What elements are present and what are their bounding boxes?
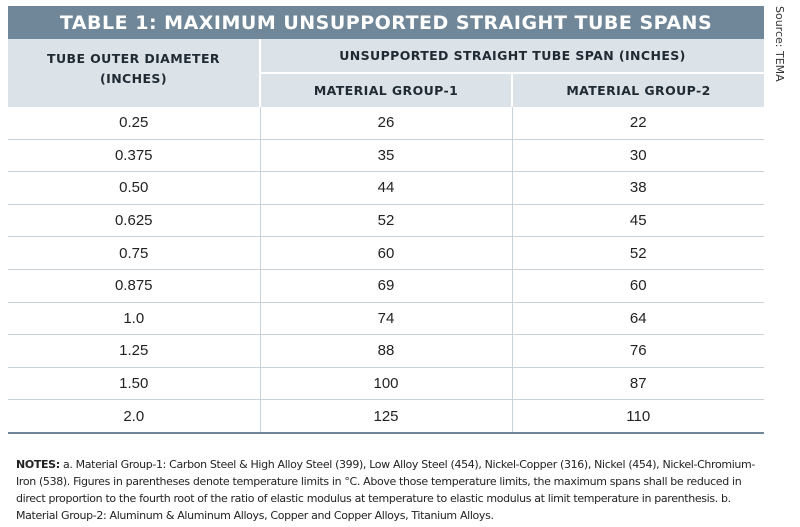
- table-row: 0.25 26 22: [8, 107, 765, 140]
- table-row: 0.875 69 60: [8, 269, 765, 303]
- cell-tube-diameter: 0.875: [8, 269, 261, 303]
- header-material-group-1: MATERIAL GROUP-1: [260, 73, 513, 107]
- cell-group-1-span: 52: [260, 204, 513, 238]
- cell-tube-diameter: 0.375: [8, 139, 261, 173]
- cell-group-1-span: 69: [260, 269, 513, 303]
- header-material-group-2: MATERIAL GROUP-2: [512, 73, 765, 107]
- table-row: 0.625 52 45: [8, 204, 765, 238]
- notes-lead: NOTES:: [16, 458, 60, 471]
- table-row: 1.0 74 64: [8, 302, 765, 336]
- source-credit: Source: TEMA: [770, 6, 786, 106]
- cell-group-2-span: 60: [512, 269, 765, 303]
- cell-group-1-span: 88: [260, 334, 513, 368]
- cell-tube-diameter: 0.50: [8, 171, 261, 205]
- cell-group-1-span: 35: [260, 139, 513, 173]
- header-tube-diameter-line1: TUBE OUTER DIAMETER: [47, 51, 220, 66]
- table-row: 1.25 88 76: [8, 334, 765, 368]
- table-notes: NOTES: a. Material Group-1: Carbon Steel…: [16, 456, 768, 524]
- cell-group-2-span: 22: [512, 107, 765, 140]
- cell-group-1-span: 60: [260, 236, 513, 270]
- header-span-group: UNSUPPORTED STRAIGHT TUBE SPAN (INCHES): [260, 39, 765, 74]
- cell-group-2-span: 64: [512, 302, 765, 336]
- notes-text: a. Material Group-1: Carbon Steel & High…: [16, 458, 756, 522]
- cell-group-2-span: 38: [512, 171, 765, 205]
- table-row: 2.0 125 110: [8, 399, 765, 434]
- cell-tube-diameter: 0.25: [8, 107, 261, 140]
- cell-tube-diameter: 0.75: [8, 236, 261, 270]
- cell-tube-diameter: 1.25: [8, 334, 261, 368]
- table-frame: TABLE 1: MAXIMUM UNSUPPORTED STRAIGHT TU…: [8, 6, 765, 434]
- cell-group-1-span: 44: [260, 171, 513, 205]
- cell-group-2-span: 87: [512, 367, 765, 401]
- header-tube-diameter-line2: (INCHES): [100, 71, 167, 86]
- cell-group-2-span: 76: [512, 334, 765, 368]
- source-label: Source: TEMA: [773, 6, 786, 82]
- table-row: 0.375 35 30: [8, 139, 765, 173]
- cell-tube-diameter: 1.0: [8, 302, 261, 336]
- spans-table: TUBE OUTER DIAMETER (INCHES) UNSUPPORTED…: [8, 39, 765, 434]
- table-title: TABLE 1: MAXIMUM UNSUPPORTED STRAIGHT TU…: [8, 6, 764, 39]
- cell-group-2-span: 110: [512, 399, 765, 434]
- cell-group-2-span: 45: [512, 204, 765, 238]
- cell-tube-diameter: 1.50: [8, 367, 261, 401]
- cell-tube-diameter: 0.625: [8, 204, 261, 238]
- table-row: 0.75 60 52: [8, 236, 765, 270]
- table-row: 0.50 44 38: [8, 171, 765, 205]
- cell-group-1-span: 100: [260, 367, 513, 401]
- cell-group-1-span: 125: [260, 399, 513, 434]
- cell-group-1-span: 26: [260, 107, 513, 140]
- cell-group-2-span: 30: [512, 139, 765, 173]
- header-tube-diameter: TUBE OUTER DIAMETER (INCHES): [8, 39, 261, 107]
- cell-group-2-span: 52: [512, 236, 765, 270]
- table-row: 1.50 100 87: [8, 367, 765, 401]
- cell-tube-diameter: 2.0: [8, 399, 261, 434]
- cell-group-1-span: 74: [260, 302, 513, 336]
